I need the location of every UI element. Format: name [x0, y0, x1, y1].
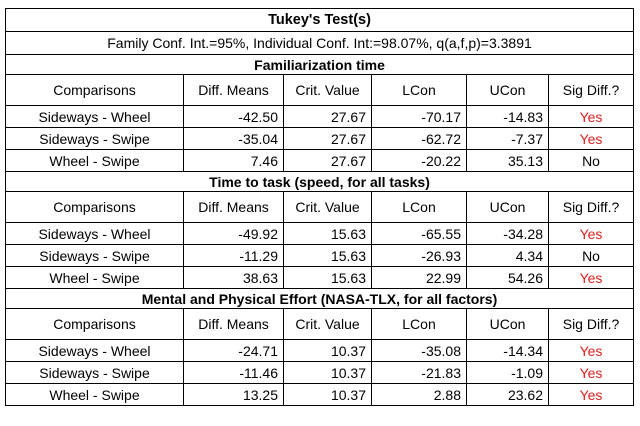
header-sig-diff: Sig Diff.?: [547, 308, 635, 340]
sig-diff-cell: Yes: [547, 127, 635, 150]
section-title: Familiarization time: [4, 54, 635, 75]
header-lcon: LCon: [371, 74, 467, 106]
sig-diff-cell: Yes: [547, 222, 635, 245]
table-row: Sideways - Swipe -11.46 10.37 -21.83 -1.09 Ye…: [5, 361, 635, 384]
table-row: Sideways - Wheel -49.92 15.63 -65.55 -34.28 Y…: [5, 222, 635, 245]
header-diff-means: Diff. Means: [183, 74, 284, 106]
header-diff-means: Diff. Means: [183, 308, 284, 340]
header-crit-value: Crit. Value: [283, 308, 372, 340]
lcon-cell: -20.22: [371, 149, 467, 172]
lcon-cell: -26.93: [371, 244, 467, 267]
table-row: Sideways - Wheel -42.50 27.67 -70.17 -14.83 Y…: [5, 105, 635, 128]
table-row: Sideways - Swipe -11.29 15.63 -26.93 4.34 No: [5, 244, 635, 267]
section-title-row: Mental and Physical Effort (NASA-TLX, fo…: [4, 288, 635, 309]
diff-means-cell: -11.29: [183, 244, 284, 267]
ucon-cell: 35.13: [466, 149, 549, 172]
comparison-cell: Wheel - Swipe: [5, 266, 184, 289]
table-subtitle: Family Conf. Int.=95%, Individual Conf. …: [4, 31, 635, 55]
section-title-row: Time to task (speed, for all tasks): [4, 171, 635, 192]
table-row: Wheel - Swipe 7.46 27.67 -20.22 35.13 No: [5, 149, 635, 172]
sig-diff-cell: No: [547, 149, 635, 172]
lcon-cell: -62.72: [371, 127, 467, 150]
diff-means-cell: -49.92: [183, 222, 284, 245]
table-row: Sideways - Wheel -24.71 10.37 -35.08 -14.34 Y…: [5, 339, 635, 362]
ucon-cell: -7.37: [466, 127, 549, 150]
ucon-cell: 54.26: [466, 266, 549, 289]
crit-value-cell: 27.67: [283, 127, 372, 150]
ucon-cell: 23.62: [466, 383, 549, 406]
diff-means-cell: -35.04: [183, 127, 284, 150]
header-crit-value: Crit. Value: [283, 191, 372, 223]
lcon-cell: 22.99: [371, 266, 467, 289]
crit-value-cell: 27.67: [283, 149, 372, 172]
ucon-cell: -14.83: [466, 105, 549, 128]
diff-means-cell: -24.71: [183, 339, 284, 362]
header-lcon: LCon: [371, 191, 467, 223]
column-header-row: Comparisons Diff. Means Crit. Value LCon UCo…: [5, 191, 635, 223]
diff-means-cell: -11.46: [183, 361, 284, 384]
crit-value-cell: 15.63: [283, 244, 372, 267]
sig-diff-cell: Yes: [547, 361, 635, 384]
lcon-cell: -65.55: [371, 222, 467, 245]
lcon-cell: 2.88: [371, 383, 467, 406]
lcon-cell: -35.08: [371, 339, 467, 362]
table-row: Wheel - Swipe 13.25 10.37 2.88 23.62 Yes: [5, 383, 635, 406]
column-header-row: Comparisons Diff. Means Crit. Value LCon UCo…: [5, 308, 635, 340]
diff-means-cell: -42.50: [183, 105, 284, 128]
table-row: Sideways - Swipe -35.04 27.67 -62.72 -7.37 Ye…: [5, 127, 635, 150]
column-header-row: Comparisons Diff. Means Crit. Value LCon UCo…: [5, 74, 635, 106]
crit-value-cell: 10.37: [283, 339, 372, 362]
diff-means-cell: 13.25: [183, 383, 284, 406]
sig-diff-cell: Yes: [547, 266, 635, 289]
crit-value-cell: 10.37: [283, 383, 372, 406]
lcon-cell: -70.17: [371, 105, 467, 128]
header-ucon: UCon: [466, 308, 549, 340]
ucon-cell: -14.34: [466, 339, 549, 362]
header-diff-means: Diff. Means: [183, 191, 284, 223]
header-comparisons: Comparisons: [5, 191, 184, 223]
comparison-cell: Sideways - Swipe: [5, 127, 184, 150]
table-row: Wheel - Swipe 38.63 15.63 22.99 54.26 Yes: [5, 266, 635, 289]
crit-value-cell: 27.67: [283, 105, 372, 128]
crit-value-cell: 15.63: [283, 266, 372, 289]
comparison-cell: Wheel - Swipe: [5, 149, 184, 172]
header-lcon: LCon: [371, 308, 467, 340]
diff-means-cell: 7.46: [183, 149, 284, 172]
crit-value-cell: 10.37: [283, 361, 372, 384]
header-sig-diff: Sig Diff.?: [547, 191, 635, 223]
table-title: Tukey's Test(s): [4, 8, 635, 32]
header-comparisons: Comparisons: [5, 74, 184, 106]
comparison-cell: Wheel - Swipe: [5, 383, 184, 406]
sig-diff-cell: Yes: [547, 339, 635, 362]
lcon-cell: -21.83: [371, 361, 467, 384]
section-title: Time to task (speed, for all tasks): [4, 171, 635, 192]
comparison-cell: Sideways - Swipe: [5, 244, 184, 267]
crit-value-cell: 15.63: [283, 222, 372, 245]
sig-diff-cell: Yes: [547, 383, 635, 406]
header-comparisons: Comparisons: [5, 308, 184, 340]
comparison-cell: Sideways - Wheel: [5, 339, 184, 362]
sig-diff-cell: Yes: [547, 105, 635, 128]
ucon-cell: -1.09: [466, 361, 549, 384]
ucon-cell: 4.34: [466, 244, 549, 267]
header-sig-diff: Sig Diff.?: [547, 74, 635, 106]
header-ucon: UCon: [466, 191, 549, 223]
tukey-results-sheet: Tukey's Test(s) Family Conf. Int.=95%, I…: [4, 8, 635, 406]
header-ucon: UCon: [466, 74, 549, 106]
comparison-cell: Sideways - Swipe: [5, 361, 184, 384]
sig-diff-cell: No: [547, 244, 635, 267]
section-title: Mental and Physical Effort (NASA-TLX, fo…: [4, 288, 635, 309]
title-row: Tukey's Test(s): [4, 8, 635, 32]
section-title-row: Familiarization time: [4, 54, 635, 75]
tukey-table: Tukey's Test(s) Family Conf. Int.=95%, I…: [4, 8, 635, 406]
header-crit-value: Crit. Value: [283, 74, 372, 106]
diff-means-cell: 38.63: [183, 266, 284, 289]
subtitle-row: Family Conf. Int.=95%, Individual Conf. …: [4, 31, 635, 55]
ucon-cell: -34.28: [466, 222, 549, 245]
comparison-cell: Sideways - Wheel: [5, 105, 184, 128]
comparison-cell: Sideways - Wheel: [5, 222, 184, 245]
